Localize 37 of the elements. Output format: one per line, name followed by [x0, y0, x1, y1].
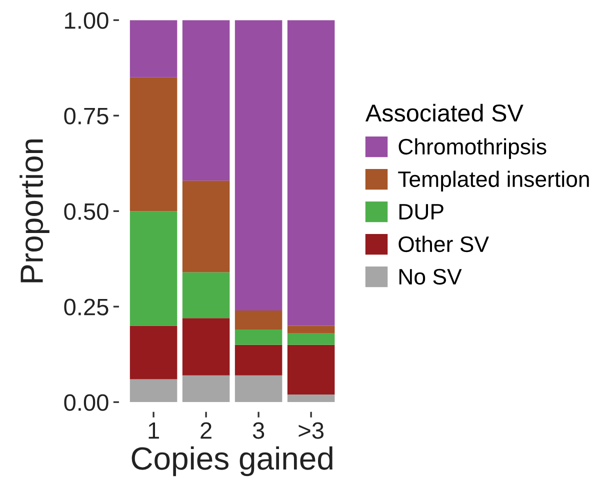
x-axis-title: Copies gained	[132, 446, 332, 476]
bar	[182, 20, 230, 181]
bar	[130, 326, 178, 380]
bar	[234, 20, 282, 310]
legend-label: DUP	[399, 204, 444, 220]
x-tick-label: 2	[200, 422, 212, 439]
bar	[234, 344, 282, 376]
x-tick-label: 3	[252, 422, 264, 439]
y-tick-label: 1.00	[65, 12, 108, 29]
legend-label: Templated insertion	[398, 170, 589, 192]
bar	[234, 375, 282, 402]
bar	[234, 330, 282, 345]
y-axis-title: Proportion	[20, 140, 50, 282]
legend-label: Other SV	[398, 236, 489, 252]
bar	[287, 344, 335, 394]
bar	[130, 20, 178, 78]
bar	[130, 77, 178, 212]
bar	[182, 375, 230, 402]
bar	[287, 326, 335, 334]
bar	[287, 394, 335, 402]
bar	[182, 272, 230, 318]
bar	[182, 180, 230, 272]
bar	[182, 318, 230, 376]
bar	[234, 310, 282, 330]
bar	[130, 211, 178, 326]
x-tick-label: >3	[298, 422, 324, 439]
x-tick-label: 1	[148, 422, 159, 439]
bar	[130, 379, 178, 402]
y-tick-label: 0.50	[64, 203, 108, 220]
y-tick-label: 0.00	[64, 394, 108, 411]
y-tick-label: 0.25	[64, 298, 108, 316]
legend-title: Associated SV	[365, 104, 524, 122]
y-tick-label: 0.75	[64, 108, 108, 124]
bar	[287, 20, 335, 326]
bar	[287, 333, 335, 345]
legend-label: Chromothripsis	[398, 138, 546, 159]
legend-label: No SV	[399, 268, 462, 285]
